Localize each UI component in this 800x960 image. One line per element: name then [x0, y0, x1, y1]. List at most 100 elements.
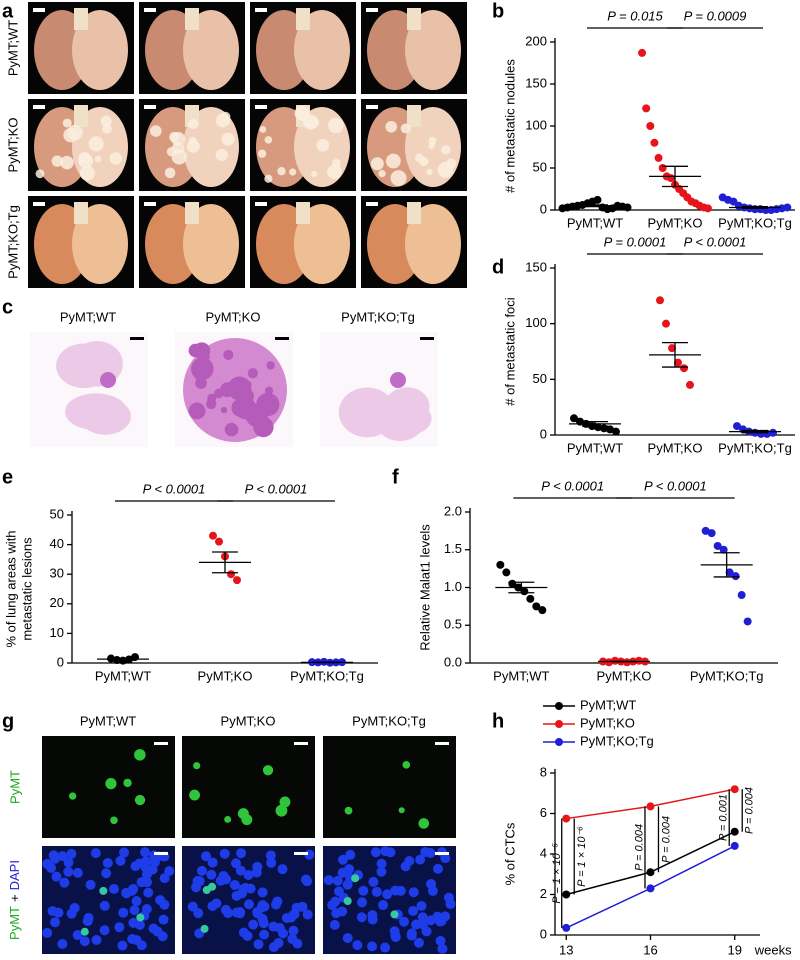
fluorescence-image: [182, 736, 315, 838]
nodule: [164, 167, 176, 179]
nucleus: [253, 939, 264, 950]
nucleus: [136, 940, 147, 951]
y-tick-label: 100: [525, 117, 547, 132]
nucleus: [157, 931, 168, 942]
data-point: [743, 617, 752, 626]
nucleus: [236, 888, 247, 899]
error-bar: [742, 429, 768, 434]
nucleus: [53, 907, 64, 918]
scale-bar: [255, 8, 267, 12]
lung-photo: [139, 2, 245, 94]
green-cell: [279, 796, 291, 808]
y-tick-label: 0.5: [444, 617, 462, 632]
nucleus: [288, 909, 299, 920]
lesion: [390, 372, 406, 388]
y-tick-label: 0: [540, 426, 547, 441]
data-point: [612, 427, 620, 436]
lung-photo: [28, 196, 134, 288]
x-tick-label: PyMT;WT: [567, 440, 623, 455]
nucleus: [143, 887, 154, 898]
error-bar: [662, 165, 688, 188]
nodule: [35, 169, 45, 179]
lesion: [253, 416, 274, 438]
error-bar: [212, 551, 238, 574]
x-tick-label: PyMT;WT: [567, 215, 623, 230]
nucleus: [342, 933, 353, 944]
nucleus: [66, 848, 77, 859]
nucleus: [201, 851, 212, 862]
nucleus: [59, 877, 70, 888]
nodule: [390, 170, 407, 187]
nucleus: [158, 914, 169, 925]
nucleus: [238, 927, 249, 938]
row-label: PyMT: [7, 770, 22, 804]
nucleus: [382, 889, 393, 900]
legend-marker: [555, 720, 563, 728]
y-tick-label: 150: [525, 259, 547, 274]
nucleus: [404, 856, 415, 867]
column-label: PyMT;WT: [60, 309, 116, 324]
scale-bar: [366, 105, 378, 109]
lesion: [188, 343, 203, 358]
data-point: [638, 48, 647, 57]
nucleus: [371, 886, 382, 897]
green-cell: [344, 806, 353, 815]
data-point: [570, 414, 578, 423]
scale-bar: [366, 8, 378, 12]
data-point: [707, 529, 716, 538]
nucleus: [370, 847, 381, 858]
data-point: [725, 568, 734, 577]
nodule: [215, 148, 228, 162]
nucleus: [164, 866, 175, 877]
x-tick-label: PyMT;KO;Tg: [290, 668, 364, 683]
scale-bar: [144, 8, 156, 12]
nucleus: [352, 940, 363, 951]
data-point: [623, 203, 632, 212]
p-value: P = 0.004: [660, 816, 672, 863]
data-point: [668, 344, 676, 353]
lesion: [188, 402, 206, 420]
green-cell: [134, 794, 146, 806]
data-point: [642, 104, 651, 113]
scale-bar: [144, 202, 156, 206]
heart: [185, 8, 199, 30]
data-point: [730, 841, 739, 850]
nucleus: [416, 900, 427, 911]
nucleus: [99, 900, 110, 911]
nucleus: [99, 925, 110, 936]
nucleus: [378, 900, 389, 911]
nucleus: [236, 848, 247, 859]
scale-bar: [420, 337, 434, 340]
data-point: [656, 296, 664, 305]
panel-letter: g: [2, 710, 14, 732]
scale-bar: [144, 105, 156, 109]
x-tick-label: 13: [559, 942, 573, 957]
lesion: [207, 393, 217, 403]
nodule: [88, 136, 104, 152]
scale-bar: [255, 105, 267, 109]
p-value: P < 0.0001: [245, 481, 308, 496]
nucleus: [417, 912, 428, 923]
data-point: [730, 827, 739, 836]
nucleus: [115, 855, 126, 866]
y-tick-label: 6: [540, 805, 547, 820]
data-point: [562, 814, 571, 823]
nodule: [166, 146, 177, 157]
y-axis-label: % of lung areas with: [3, 530, 18, 647]
nucleus: [437, 943, 448, 954]
nucleus: [131, 896, 142, 907]
p-value: P < 0.0001: [644, 478, 707, 493]
y-tick-label: 20: [50, 595, 64, 610]
data-point: [538, 606, 547, 615]
tissue: [384, 387, 430, 426]
green-cell: [110, 816, 118, 825]
data-point: [769, 428, 777, 437]
nucleus: [79, 936, 90, 947]
nucleus: [243, 899, 254, 910]
lesion: [264, 386, 274, 395]
nucleus: [272, 896, 283, 907]
green-cell: [193, 762, 201, 770]
panel-letter: a: [2, 0, 14, 22]
nucleus: [380, 846, 391, 857]
